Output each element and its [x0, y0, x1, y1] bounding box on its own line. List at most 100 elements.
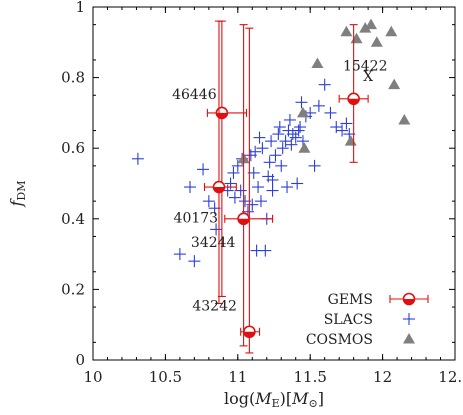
gems-fill — [348, 98, 360, 105]
y-axis-title: fDM — [7, 180, 28, 207]
y-tick-label: 1 — [75, 0, 85, 16]
slacs-point — [184, 181, 197, 194]
gems-marker — [243, 325, 256, 339]
gems-marker — [347, 92, 360, 106]
slacs-point — [294, 121, 307, 134]
slacs-point — [263, 156, 276, 169]
cosmos-point — [385, 25, 398, 37]
axes: 10 10.5 11 11.5 12 12.5 0 0.2 0.4 0.6 0.8 1 — [61, 0, 463, 386]
x-tick-label: 12.5 — [438, 368, 463, 386]
cosmos-point — [340, 25, 353, 37]
y-tick-label: 0 — [75, 351, 85, 369]
x-axis-title: log(ME)[M⊙] — [224, 389, 324, 410]
slacs-point — [336, 124, 349, 137]
slacs-point — [276, 142, 289, 155]
slacs-point — [202, 195, 215, 208]
slacs-point — [265, 135, 278, 148]
cosmos-point — [350, 32, 363, 44]
slacs-point — [272, 128, 285, 141]
gems-marker — [212, 180, 226, 194]
slacs-point — [252, 181, 265, 194]
slacs-point — [308, 159, 321, 172]
cosmos-point — [344, 135, 357, 146]
slacs-point — [256, 142, 269, 155]
y-tick-label: 0.6 — [61, 139, 85, 157]
gems-marker — [215, 106, 229, 120]
slacs-point — [281, 181, 294, 194]
axis-titles: log(ME)[M⊙]fDM — [7, 180, 324, 410]
gems-point — [224, 24, 274, 347]
x-axis-title-part: ] — [318, 389, 324, 408]
slacs-point — [210, 223, 223, 236]
gems-point — [240, 27, 261, 354]
y-axis-title-part: DM — [15, 180, 28, 200]
legend-cosmos-marker — [403, 333, 415, 344]
legend-gems-symbol — [402, 292, 416, 306]
legend-slacs-marker — [403, 313, 415, 325]
slacs-point — [295, 96, 308, 109]
slacs-point — [318, 78, 331, 91]
annotation-label: 15422 — [343, 59, 388, 75]
gems-marker — [237, 212, 250, 226]
legend-label: COSMOS — [306, 332, 373, 348]
annotation-label: 46446 — [172, 87, 217, 103]
x-axis-title-part: ⊙ — [309, 397, 318, 410]
annotation-label: 34244 — [191, 235, 236, 251]
x-tick-label: 10.5 — [149, 368, 182, 386]
annotation-label: 43242 — [192, 299, 237, 315]
x-tick-label: 11 — [228, 368, 247, 386]
slacs-point — [340, 117, 353, 130]
slacs-point — [292, 124, 305, 137]
slacs-point — [249, 145, 262, 158]
slacs-point — [197, 163, 210, 176]
data-points — [131, 18, 411, 354]
gems-fill — [238, 218, 250, 225]
gems-point — [203, 20, 237, 305]
cosmos-point — [365, 18, 378, 30]
slacs-point — [289, 131, 302, 144]
legend-label: SLACS — [324, 312, 373, 328]
legend: GEMS SLACS COSMOS — [306, 292, 429, 348]
slacs-point — [283, 113, 296, 126]
y-tick-label: 0.4 — [61, 210, 85, 228]
legend-label: GEMS — [328, 292, 373, 308]
slacs-point — [131, 152, 144, 165]
x-axis-title-part: log( — [224, 389, 255, 408]
annotation-label: X — [363, 69, 373, 85]
x-tick-label: 11.5 — [293, 368, 326, 386]
annotation-label: 40173 — [174, 210, 219, 226]
cosmos-point — [359, 22, 372, 33]
slacs-point — [253, 131, 266, 144]
y-tick-label: 0.8 — [61, 69, 85, 87]
slacs-point — [269, 149, 282, 162]
x-axis-title-part: M — [291, 389, 309, 408]
x-axis-title-part: E — [272, 397, 280, 410]
slacs-point — [224, 177, 237, 190]
cosmos-point — [398, 113, 411, 125]
x-tick-label: 12 — [373, 368, 392, 386]
slacs-point — [227, 166, 240, 179]
cosmos-point — [311, 57, 324, 68]
cosmos-point — [296, 106, 309, 118]
x-tick-label: 10 — [83, 368, 102, 386]
gems-fill — [213, 187, 225, 193]
slacs-point — [285, 138, 298, 151]
slacs-point — [188, 255, 201, 268]
slacs-point — [330, 121, 343, 134]
slacs-point — [324, 106, 337, 119]
slacs-point — [266, 173, 279, 186]
slacs-point — [275, 159, 288, 172]
y-axis-title-part: f — [7, 198, 26, 208]
legend-gems-marker — [389, 292, 429, 306]
slacs-point — [259, 244, 272, 257]
slacs-point — [246, 198, 259, 211]
plot-frame — [92, 6, 456, 361]
cosmos-point — [388, 78, 401, 90]
cosmos-point — [298, 142, 311, 153]
slacs-point — [231, 159, 244, 172]
slacs-point — [266, 184, 279, 197]
slacs-point — [312, 99, 325, 112]
y-tick-label: 0.2 — [61, 280, 85, 298]
